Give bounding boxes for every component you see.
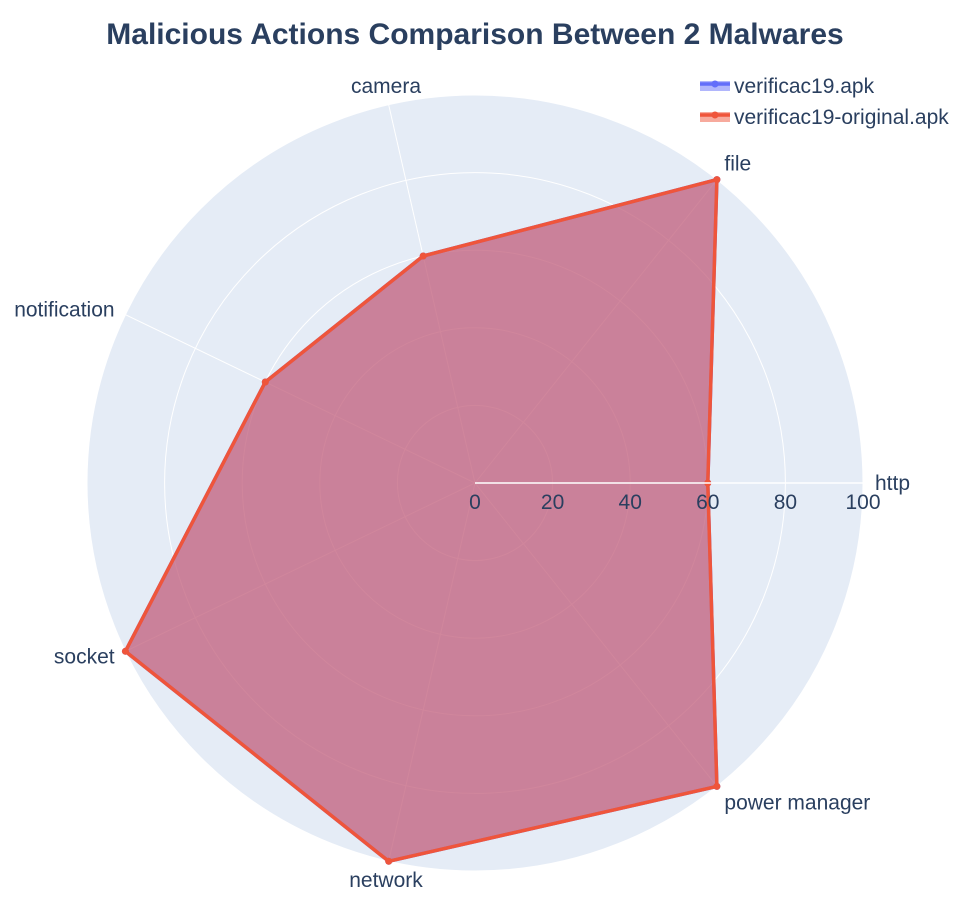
data-point	[261, 378, 269, 386]
legend-marker	[711, 111, 719, 119]
data-point	[385, 857, 393, 865]
radial-tick-label: 60	[696, 491, 719, 514]
series-area-2	[123, 177, 719, 864]
radial-tick-label: 20	[541, 491, 564, 514]
angular-label: http	[875, 472, 910, 495]
angular-labels: http file camera notification socket network p…	[14, 75, 910, 892]
angular-label: notification	[14, 298, 114, 321]
radial-tick-label: 80	[774, 491, 797, 514]
angular-label: power manager	[724, 792, 870, 815]
chart-title: Malicious Actions Comparison Between 2 M…	[106, 18, 843, 51]
data-point	[713, 176, 721, 184]
legend: verificac19.apk verificac19-original.apk	[700, 75, 949, 129]
radial-tick-label: 40	[619, 491, 642, 514]
legend-item-1[interactable]: verificac19.apk	[700, 75, 875, 98]
data-point	[419, 252, 427, 260]
data-point	[713, 782, 721, 790]
angular-label: socket	[54, 646, 115, 669]
series-layer	[121, 176, 721, 865]
data-point	[121, 647, 129, 655]
legend-label: verificac19-original.apk	[734, 106, 949, 129]
radial-tick-label: 0	[469, 491, 481, 514]
legend-marker	[711, 80, 719, 88]
radial-tick-label: 100	[845, 491, 880, 514]
angular-label: network	[349, 869, 423, 892]
angular-label: camera	[351, 75, 421, 98]
angular-label: file	[724, 152, 751, 175]
legend-item-2[interactable]: verificac19-original.apk	[700, 106, 949, 129]
legend-label: verificac19.apk	[734, 75, 875, 98]
radial-axis: 0 20 40 60 80 100	[469, 482, 881, 514]
